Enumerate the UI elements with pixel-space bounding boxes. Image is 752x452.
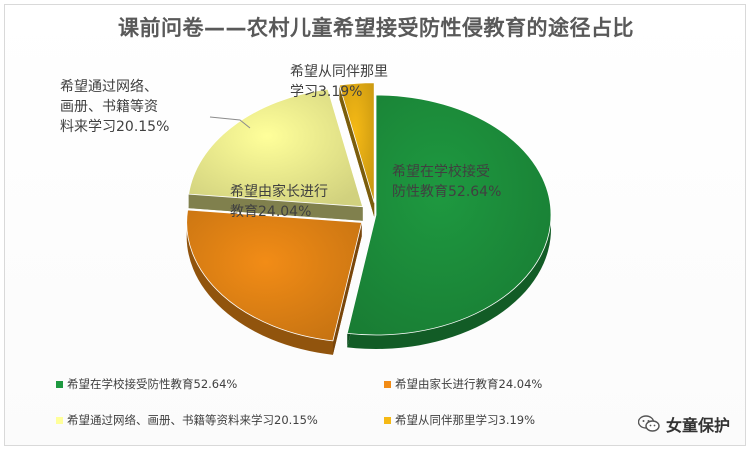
- legend-swatch-peers: [384, 416, 391, 424]
- pie-slice-materials: [188, 88, 364, 208]
- legend-label-peers: 希望从同伴那里学习3.19%: [395, 413, 536, 427]
- watermark: 女童保护: [637, 412, 730, 436]
- watermark-text: 女童保护: [665, 416, 730, 435]
- pie-slice-wall-materials-0: [188, 194, 363, 221]
- legend-swatch-materials: [56, 416, 63, 424]
- pie-slice-wall-parents-0: [332, 222, 362, 355]
- data-label-parents: 希望由家长进行 教育24.04%: [230, 184, 328, 220]
- pie-slice-parents: [186, 209, 363, 342]
- legend-item-parents: 希望由家长进行教育24.04%: [384, 376, 542, 392]
- legend-label-parents: 希望由家长进行教育24.04%: [395, 377, 543, 391]
- pie-slice-school: [346, 94, 552, 336]
- legend-label-materials: 希望通过网络、画册、书籍等资料来学习20.15%: [67, 413, 318, 427]
- data-label-peers: 希望从同伴那里 学习3.19%: [290, 64, 388, 100]
- data-label-school: 希望在学校接受 防性教育52.64%: [392, 164, 502, 200]
- wechat-icon: [637, 415, 660, 432]
- leader-line-materials: [209, 116, 251, 129]
- pie-slice-peers: [338, 82, 375, 203]
- legend-item-peers: 希望从同伴那里学习3.19%: [384, 412, 535, 428]
- legend-swatch-parents: [384, 380, 391, 388]
- data-label-materials: 希望通过网络、 画册、书籍等资 料来学习20.15%: [60, 79, 170, 135]
- legend-swatch-school: [56, 380, 63, 388]
- legend-label-school: 希望在学校接受防性教育52.64%: [67, 377, 238, 391]
- chart-title: 课前问卷——农村儿童希望接受防性侵教育的途径占比: [118, 16, 634, 40]
- pie-slice-wall-peers-0: [339, 85, 375, 217]
- legend-item-materials: 希望通过网络、画册、书籍等资料来学习20.15%: [56, 412, 318, 428]
- legend-item-school: 希望在学校接受防性教育52.64%: [56, 376, 237, 392]
